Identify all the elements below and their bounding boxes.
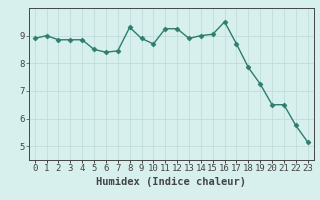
X-axis label: Humidex (Indice chaleur): Humidex (Indice chaleur) [96, 177, 246, 187]
